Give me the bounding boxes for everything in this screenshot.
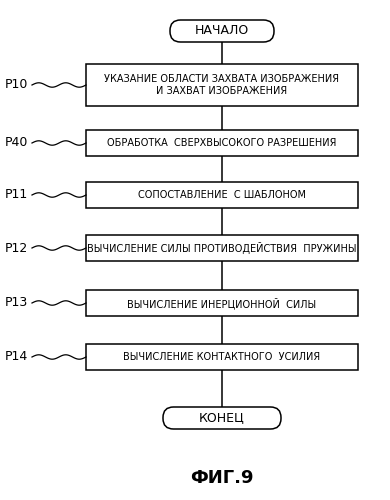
FancyBboxPatch shape bbox=[86, 290, 358, 316]
Text: ВЫЧИСЛЕНИЕ КОНТАКТНОГО  УСИЛИЯ: ВЫЧИСЛЕНИЕ КОНТАКТНОГО УСИЛИЯ bbox=[124, 352, 321, 362]
Text: P40: P40 bbox=[5, 136, 28, 149]
Text: P10: P10 bbox=[5, 78, 28, 92]
FancyBboxPatch shape bbox=[86, 235, 358, 261]
Text: ФИГ.9: ФИГ.9 bbox=[190, 469, 254, 487]
Text: УКАЗАНИЕ ОБЛАСТИ ЗАХВАТА ИЗОБРАЖЕНИЯ
И ЗАХВАТ ИЗОБРАЖЕНИЯ: УКАЗАНИЕ ОБЛАСТИ ЗАХВАТА ИЗОБРАЖЕНИЯ И З… bbox=[105, 74, 340, 96]
FancyBboxPatch shape bbox=[86, 130, 358, 156]
FancyBboxPatch shape bbox=[86, 344, 358, 370]
FancyBboxPatch shape bbox=[163, 407, 281, 429]
FancyBboxPatch shape bbox=[86, 182, 358, 208]
Text: ОБРАБОТКА  СВЕРХВЫСОКОГО РАЗРЕШЕНИЯ: ОБРАБОТКА СВЕРХВЫСОКОГО РАЗРЕШЕНИЯ bbox=[107, 138, 337, 148]
Text: P11: P11 bbox=[5, 188, 28, 202]
FancyBboxPatch shape bbox=[86, 64, 358, 106]
Text: ВЫЧИСЛЕНИЕ СИЛЫ ПРОТИВОДЕЙСТВИЯ  ПРУЖИНЫ: ВЫЧИСЛЕНИЕ СИЛЫ ПРОТИВОДЕЙСТВИЯ ПРУЖИНЫ bbox=[87, 242, 357, 254]
Text: P12: P12 bbox=[5, 242, 28, 254]
Text: P14: P14 bbox=[5, 350, 28, 364]
Text: СОПОСТАВЛЕНИЕ  С ШАБЛОНОМ: СОПОСТАВЛЕНИЕ С ШАБЛОНОМ bbox=[138, 190, 306, 200]
FancyBboxPatch shape bbox=[170, 20, 274, 42]
Text: ВЫЧИСЛЕНИЕ ИНЕРЦИОННОЙ  СИЛЫ: ВЫЧИСЛЕНИЕ ИНЕРЦИОННОЙ СИЛЫ bbox=[128, 297, 317, 309]
Text: КОНЕЦ: КОНЕЦ bbox=[199, 412, 245, 424]
Text: НАЧАЛО: НАЧАЛО bbox=[195, 24, 249, 38]
Text: P13: P13 bbox=[5, 296, 28, 310]
